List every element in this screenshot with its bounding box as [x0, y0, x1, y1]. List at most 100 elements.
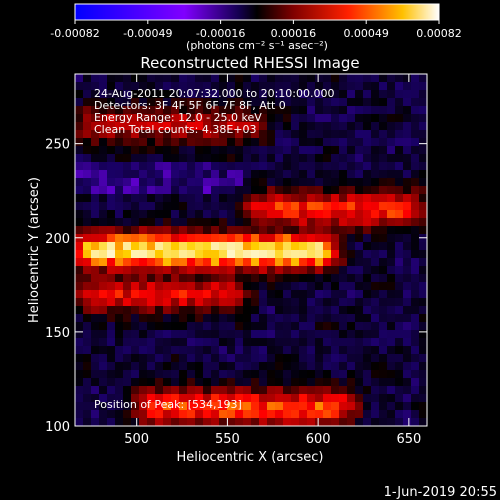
- heatmap-cell: [75, 74, 84, 83]
- heatmap-cell: [275, 370, 284, 379]
- heatmap-cell: [291, 418, 300, 426]
- heatmap-cell: [155, 106, 164, 115]
- heatmap-cell: [275, 282, 284, 291]
- heatmap-cell: [171, 402, 180, 411]
- heatmap-cell: [251, 330, 260, 339]
- heatmap-cell: [267, 210, 276, 219]
- heatmap-cell: [315, 122, 324, 131]
- heatmap-cell: [395, 330, 404, 339]
- heatmap-cell: [395, 362, 404, 371]
- heatmap-cell: [123, 314, 132, 323]
- heatmap-cell: [363, 298, 372, 307]
- heatmap-cell: [187, 410, 196, 419]
- heatmap-cell: [203, 186, 212, 195]
- heatmap-cell: [179, 282, 188, 291]
- heatmap-cell: [211, 274, 220, 283]
- heatmap-cell: [91, 138, 100, 147]
- heatmap-cell: [163, 362, 172, 371]
- heatmap-cell: [155, 114, 164, 123]
- heatmap-cell: [187, 234, 196, 243]
- heatmap-cell: [379, 306, 388, 315]
- heatmap-cell: [187, 346, 196, 355]
- heatmap-cell: [123, 274, 132, 283]
- heatmap-cell: [387, 330, 396, 339]
- heatmap-cell: [99, 138, 108, 147]
- heatmap-cell: [371, 274, 380, 283]
- heatmap-cell: [179, 394, 188, 403]
- heatmap-cell: [371, 146, 380, 155]
- heatmap-cell: [355, 378, 364, 387]
- heatmap-cell: [123, 146, 132, 155]
- heatmap-cell: [395, 74, 404, 83]
- heatmap-cell: [211, 378, 220, 387]
- heatmap-cell: [275, 82, 284, 91]
- heatmap-cell: [355, 338, 364, 347]
- heatmap-cell: [155, 130, 164, 139]
- heatmap-cell: [99, 242, 108, 251]
- heatmap-cell: [371, 338, 380, 347]
- heatmap-cell: [331, 314, 340, 323]
- heatmap-cell: [275, 226, 284, 235]
- heatmap-cell: [299, 98, 308, 107]
- heatmap-cell: [387, 418, 396, 426]
- heatmap-cell: [147, 130, 156, 139]
- heatmap-cell: [419, 170, 427, 179]
- heatmap-cell: [203, 114, 212, 123]
- heatmap-cell: [315, 410, 324, 419]
- heatmap-cell: [275, 330, 284, 339]
- heatmap-cell: [291, 410, 300, 419]
- heatmap-cell: [347, 322, 356, 331]
- heatmap-cell: [227, 98, 236, 107]
- heatmap-cell: [235, 298, 244, 307]
- heatmap-cell: [411, 250, 420, 259]
- heatmap-cell: [139, 362, 148, 371]
- heatmap-cell: [387, 178, 396, 187]
- heatmap-cell: [91, 178, 100, 187]
- heatmap-cell: [91, 354, 100, 363]
- heatmap-cell: [107, 122, 116, 131]
- heatmap-cell: [227, 298, 236, 307]
- heatmap-cell: [115, 178, 124, 187]
- heatmap-cell: [323, 194, 332, 203]
- heatmap-cell: [267, 362, 276, 371]
- heatmap-cell: [243, 386, 252, 395]
- heatmap-cell: [155, 162, 164, 171]
- heatmap-cell: [299, 274, 308, 283]
- heatmap-cell: [99, 114, 108, 123]
- heatmap-cell: [115, 362, 124, 371]
- heatmap-cell: [163, 226, 172, 235]
- heatmap-cell: [139, 234, 148, 243]
- heatmap-cell: [331, 162, 340, 171]
- heatmap-cell: [267, 314, 276, 323]
- heatmap-cell: [283, 154, 292, 163]
- heatmap-cell: [331, 122, 340, 131]
- heatmap-cell: [259, 338, 268, 347]
- heatmap-cell: [395, 130, 404, 139]
- heatmap-cell: [363, 162, 372, 171]
- heatmap-cell: [219, 122, 228, 131]
- heatmap-cell: [171, 114, 180, 123]
- heatmap-cell: [339, 186, 348, 195]
- heatmap-cell: [243, 338, 252, 347]
- heatmap-cell: [339, 218, 348, 227]
- heatmap-cell: [243, 162, 252, 171]
- heatmap-cell: [203, 90, 212, 99]
- heatmap-cell: [275, 186, 284, 195]
- heatmap-cell: [259, 362, 268, 371]
- heatmap-cell: [227, 122, 236, 131]
- heatmap-cell: [187, 282, 196, 291]
- heatmap-cell: [387, 122, 396, 131]
- heatmap-cell: [411, 378, 420, 387]
- heatmap-cell: [363, 322, 372, 331]
- heatmap-cell: [147, 82, 156, 91]
- heatmap-cell: [331, 250, 340, 259]
- heatmap-cell: [139, 346, 148, 355]
- heatmap-cell: [139, 266, 148, 275]
- heatmap-cell: [147, 90, 156, 99]
- heatmap-cell: [147, 74, 156, 83]
- heatmap-cell: [75, 106, 84, 115]
- heatmap-cell: [91, 362, 100, 371]
- heatmap-cell: [259, 258, 268, 267]
- heatmap-cell: [315, 202, 324, 211]
- heatmap-cell: [331, 330, 340, 339]
